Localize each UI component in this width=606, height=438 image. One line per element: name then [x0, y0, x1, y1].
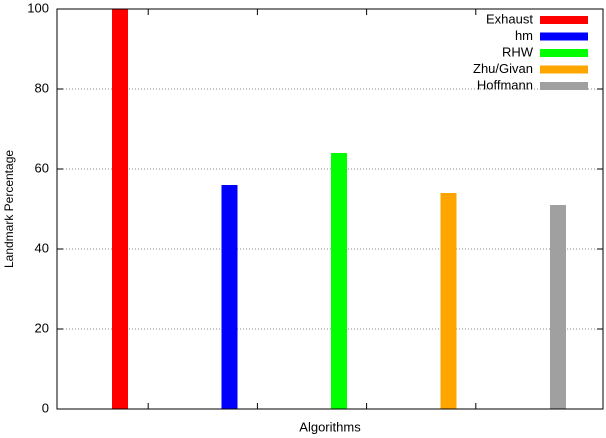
legend-swatch	[540, 16, 588, 24]
y-tick-label: 60	[35, 160, 49, 175]
bar	[550, 205, 566, 409]
y-tick-label: 100	[27, 0, 49, 15]
y-tick-label: 40	[35, 240, 49, 255]
legend-label: Exhaust	[486, 11, 533, 26]
bar	[221, 185, 238, 409]
legend-label: hm	[515, 28, 533, 43]
legend-swatch	[540, 82, 588, 90]
bar	[331, 153, 347, 409]
plot-border	[56, 8, 604, 410]
y-tick-label: 0	[42, 400, 49, 415]
legend-label: Hoffmann	[477, 77, 533, 92]
y-tick-label: 80	[35, 80, 49, 95]
bar	[440, 193, 457, 409]
bar	[112, 9, 128, 409]
legend-label: RHW	[502, 44, 534, 59]
legend-swatch	[540, 65, 588, 74]
legend-swatch	[540, 49, 588, 57]
y-tick-label: 20	[35, 320, 49, 335]
y-axis-title: Landmark Percentage	[2, 150, 16, 268]
legend-label: Zhu/Givan	[473, 61, 533, 76]
x-axis-title: Algorithms	[299, 419, 361, 434]
legend-swatch	[540, 32, 588, 41]
